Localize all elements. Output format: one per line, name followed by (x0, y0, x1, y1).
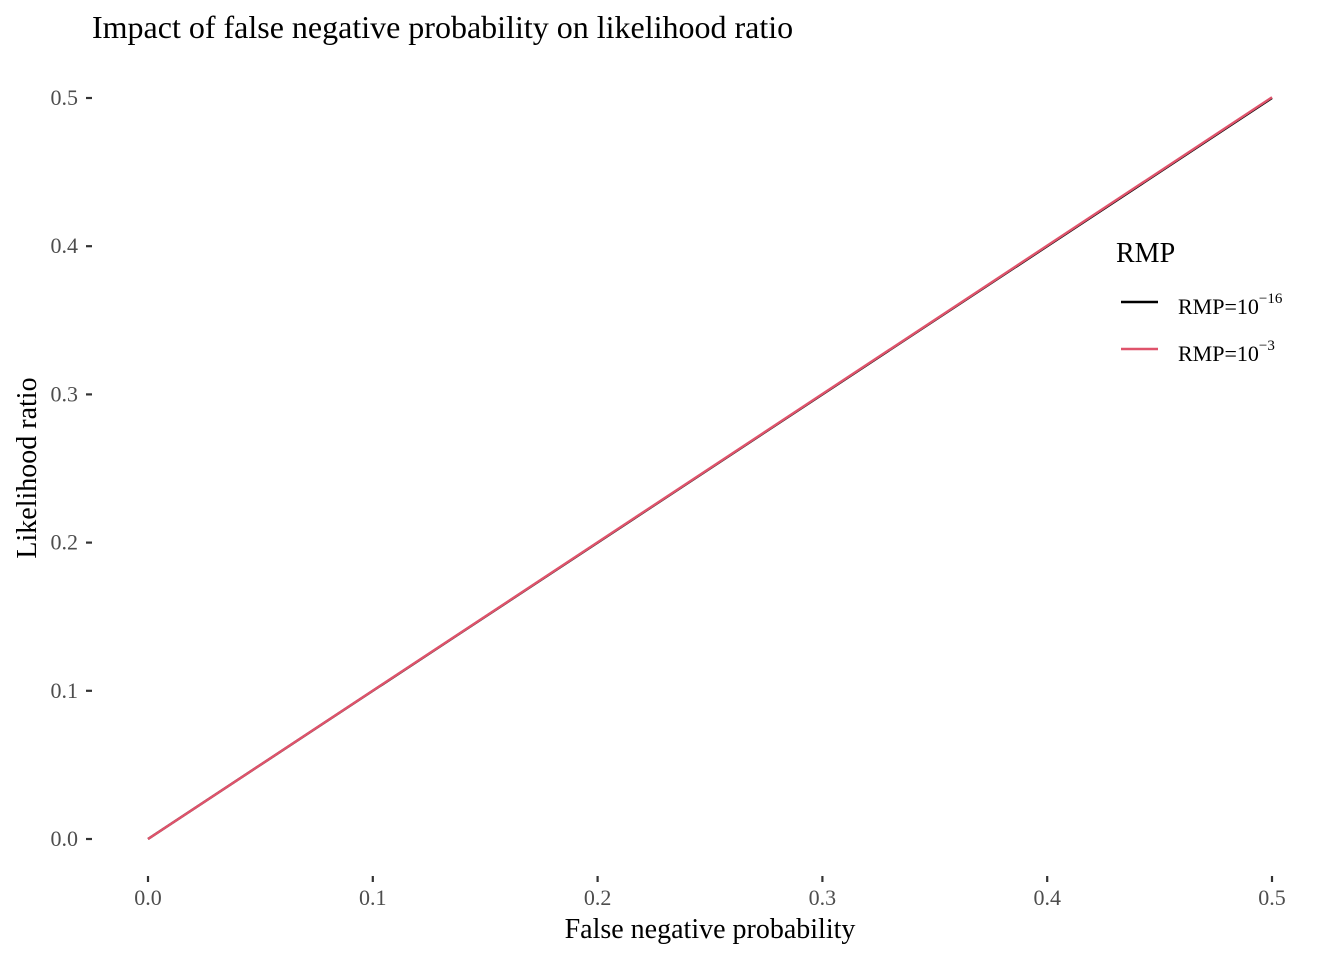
y-tick-label: 0.5 (51, 85, 79, 110)
y-tick-label: 0.1 (51, 678, 79, 703)
x-tick-label: 0.2 (584, 885, 612, 910)
x-tick-label: 0.5 (1258, 885, 1286, 910)
legend-title: RMP (1116, 238, 1175, 269)
chart-title: Impact of false negative probability on … (92, 9, 793, 45)
x-axis: 0.0 0.1 0.2 0.3 0.4 0.5 (134, 876, 1286, 910)
legend-label-1: RMP=10−3 (1178, 338, 1275, 366)
y-tick-label: 0.2 (51, 530, 79, 555)
y-axis: 0.0 0.1 0.2 0.3 0.4 0.5 (51, 85, 92, 851)
series-line-1 (147, 96, 1273, 841)
y-tick-label: 0.0 (51, 826, 79, 851)
x-tick-label: 0.4 (1033, 885, 1061, 910)
x-tick-label: 0.0 (134, 885, 162, 910)
x-tick-label: 0.1 (359, 885, 387, 910)
x-tick-label: 0.3 (809, 885, 837, 910)
legend-label-0: RMP=10−16 (1178, 291, 1283, 319)
plot-lines (147, 96, 1273, 841)
x-axis-title: False negative probability (565, 914, 856, 945)
y-tick-label: 0.4 (51, 233, 79, 258)
y-axis-title: Likelihood ratio (12, 377, 43, 558)
y-tick-label: 0.3 (51, 381, 79, 406)
legend: RMP RMP=10−16 RMP=10−3 (1116, 238, 1283, 366)
